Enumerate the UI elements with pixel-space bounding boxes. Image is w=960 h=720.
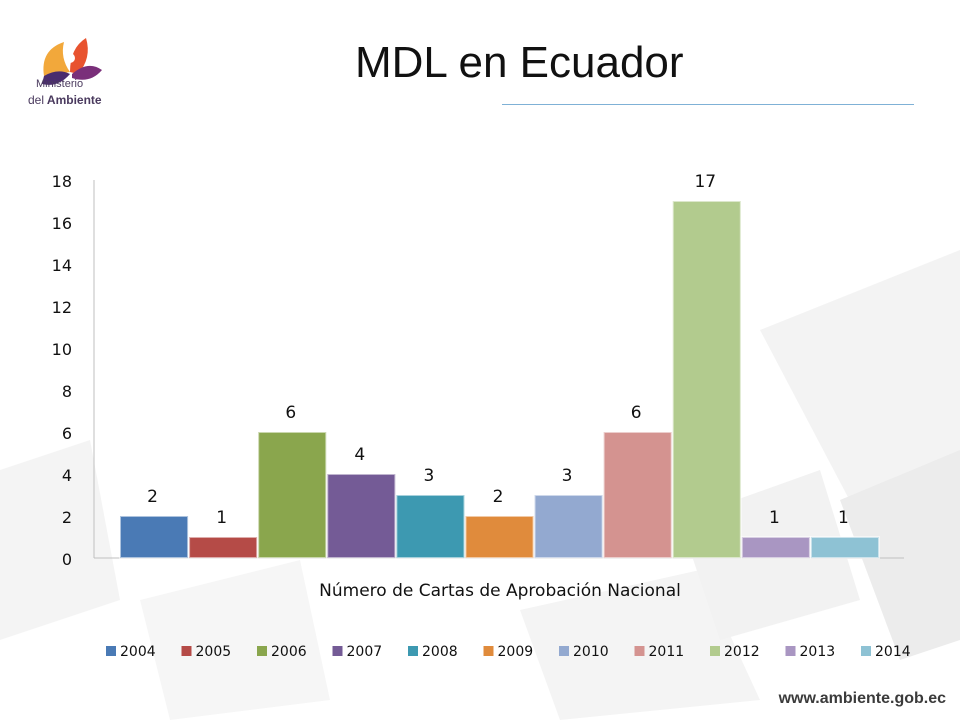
bar-value-label: 1: [769, 508, 780, 528]
y-tick-label: 2: [62, 508, 72, 527]
y-tick-label: 6: [62, 424, 72, 443]
legend-swatch-2010: [559, 646, 569, 656]
legend-label: 2006: [271, 644, 307, 660]
bar-2014: [809, 536, 881, 559]
footer-url: www.ambiente.gob.ec: [778, 690, 946, 707]
logo-text-line2: del Ambiente: [28, 93, 102, 107]
background-shape: [0, 440, 120, 640]
legend-label: 2012: [724, 644, 760, 660]
legend-swatch-2012: [710, 646, 720, 656]
legend-label: 2013: [800, 644, 836, 660]
bar-2010: [533, 494, 604, 559]
bar-value-label: 2: [147, 487, 158, 507]
bar-2005: [188, 536, 259, 559]
legend-label: 2009: [498, 644, 534, 660]
y-tick-label: 14: [52, 256, 72, 275]
legend-swatch-2005: [181, 646, 192, 656]
bar-value-label: 1: [216, 508, 227, 528]
y-tick-label: 12: [52, 298, 72, 317]
bar-value-label: 3: [423, 466, 434, 486]
y-tick-label: 8: [62, 382, 72, 401]
legend-swatch-2009: [483, 646, 494, 656]
logo-text-del: del: [28, 93, 45, 107]
bar-2006: [257, 431, 328, 559]
legend-swatch-2011: [634, 646, 645, 656]
background-shape: [520, 570, 760, 720]
bar-value-label: 6: [285, 403, 296, 423]
bar-value-label: 3: [562, 466, 573, 486]
background-shape: [840, 450, 960, 660]
legend-label: 2010: [573, 644, 609, 660]
bar-2004: [119, 515, 190, 559]
background-shape: [760, 250, 960, 520]
legend-label: 2008: [422, 644, 458, 660]
bar-value-label: 2: [493, 487, 504, 507]
legend-label: 2011: [649, 644, 685, 660]
legend-swatch-2013: [785, 646, 796, 656]
bar-2008: [395, 494, 466, 559]
y-tick-label: 0: [62, 550, 72, 569]
y-tick-label: 4: [62, 466, 72, 485]
bar-value-label: 4: [354, 445, 365, 465]
legend-label: 2014: [875, 644, 911, 660]
bar-value-label: 17: [694, 172, 716, 192]
y-tick-label: 18: [52, 172, 72, 191]
legend-label: 2007: [347, 644, 383, 660]
legend-label: 2004: [120, 644, 156, 660]
bar-value-label: 6: [631, 403, 642, 423]
bar-2007: [326, 473, 397, 559]
bar-2009: [464, 515, 535, 559]
bar-2013: [740, 536, 811, 559]
x-axis-label: Número de Cartas de Aprobación Nacional: [319, 581, 681, 601]
title-divider: [502, 104, 914, 105]
legend-swatch-2006: [257, 646, 267, 656]
legend-swatch-2004: [106, 646, 116, 656]
page-title: MDL en Ecuador: [355, 38, 684, 87]
legend-swatch-2007: [332, 646, 343, 656]
bar-2011: [602, 431, 673, 559]
y-tick-label: 10: [52, 340, 72, 359]
background-shape: [140, 560, 330, 720]
bar-value-label: 1: [838, 508, 849, 528]
ministerio-logo-icon: [42, 38, 102, 85]
legend-label: 2005: [196, 644, 232, 660]
y-tick-label: 16: [52, 214, 72, 233]
logo-text-ambiente: Ambiente: [46, 93, 102, 107]
legend-swatch-2014: [861, 646, 871, 656]
bar-2012: [671, 200, 742, 559]
logo-text-line1: Ministerio: [36, 78, 84, 90]
legend-swatch-2008: [408, 646, 418, 656]
